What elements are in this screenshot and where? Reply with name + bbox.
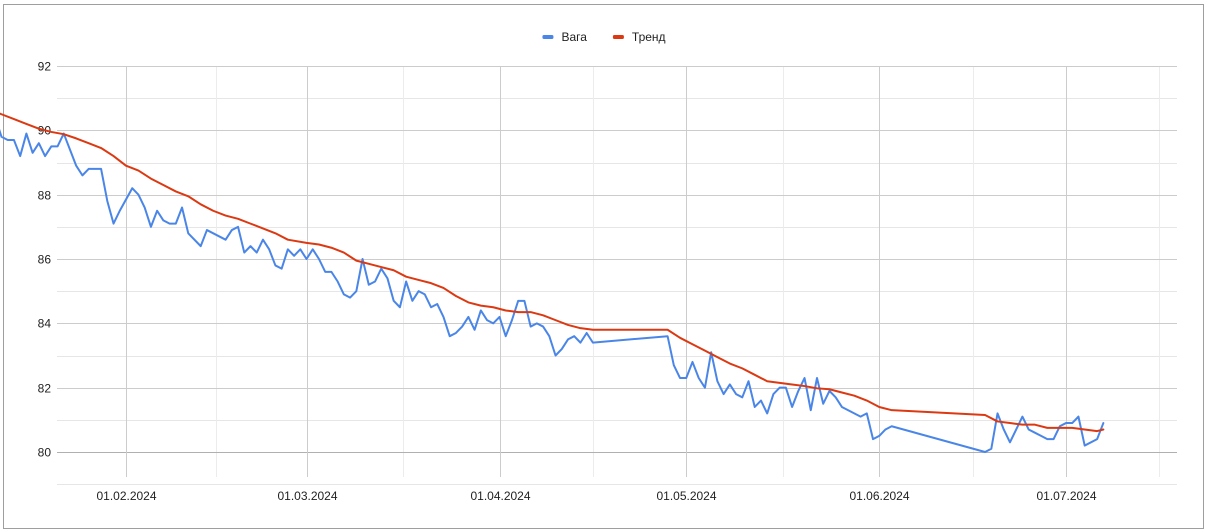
- x-tick-label-01.07.2024: 01.07.2024: [1036, 489, 1096, 503]
- x-tick-label-01.06.2024: 01.06.2024: [849, 489, 909, 503]
- x-axis-ticks: 01.02.2024 01.03.2024 01.04.2024 01.05.2024…: [96, 489, 1096, 503]
- y-tick-label-86: 86: [38, 253, 52, 267]
- x-tick-label-01.02.2024: 01.02.2024: [96, 489, 156, 503]
- legend-swatch-weight: [542, 35, 554, 39]
- chart-border: [3, 4, 1204, 529]
- series-line-trend: [0, 112, 1105, 433]
- y-tick-label-88: 88: [38, 189, 52, 203]
- series-line-weight: [0, 128, 1105, 453]
- legend-swatch-trend: [612, 35, 624, 39]
- legend: Вага Тренд: [542, 30, 666, 44]
- minor-gridlines: [57, 66, 1177, 485]
- x-tick-label-01.03.2024: 01.03.2024: [277, 489, 337, 503]
- legend-label-trend: Тренд: [632, 30, 666, 44]
- y-tick-label-80: 80: [38, 446, 52, 460]
- legend-label-weight: Вага: [561, 30, 587, 44]
- major-gridlines: [57, 66, 1177, 477]
- y-tick-label-92: 92: [38, 60, 52, 74]
- x-tick-label-01.05.2024: 01.05.2024: [656, 489, 716, 503]
- series-lines: [0, 112, 1105, 453]
- y-tick-label-82: 82: [38, 382, 52, 396]
- x-tick-label-01.04.2024: 01.04.2024: [470, 489, 530, 503]
- y-tick-label-84: 84: [38, 317, 52, 331]
